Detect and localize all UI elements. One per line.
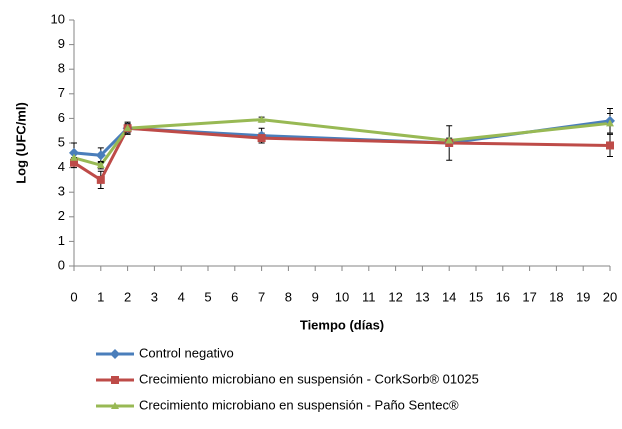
y-tick-label: 7 bbox=[58, 85, 65, 100]
marker bbox=[445, 136, 454, 144]
legend-label: Crecimiento microbiano en suspensión - P… bbox=[139, 397, 459, 412]
y-tick-label: 5 bbox=[58, 134, 65, 149]
marker bbox=[110, 349, 120, 359]
x-tick-label: 3 bbox=[151, 289, 158, 304]
series-line bbox=[73, 118, 611, 167]
marker bbox=[257, 134, 266, 143]
marker bbox=[70, 158, 78, 167]
y-tick-label: 6 bbox=[58, 110, 65, 125]
x-tick-label: 11 bbox=[362, 289, 376, 304]
x-tick-label: 5 bbox=[204, 289, 211, 304]
marker bbox=[95, 150, 106, 161]
y-axis-label: Log (UFC/ml) bbox=[13, 102, 28, 184]
y-tick-label: 4 bbox=[58, 159, 65, 174]
y-tick-label: 1 bbox=[58, 233, 65, 248]
marker bbox=[123, 124, 132, 132]
x-tick-label: 20 bbox=[603, 289, 617, 304]
x-tick-label: 4 bbox=[178, 289, 185, 304]
x-tick-label: 13 bbox=[415, 289, 429, 304]
marker bbox=[606, 119, 614, 127]
legend-label: Crecimiento microbiano en suspensión - C… bbox=[139, 371, 479, 386]
marker bbox=[70, 153, 78, 161]
x-tick-label: 17 bbox=[522, 289, 536, 304]
legend-label: Control negativo bbox=[139, 345, 234, 360]
x-tick-label: 15 bbox=[469, 289, 483, 304]
y-tick-label: 8 bbox=[58, 61, 65, 76]
x-tick-label: 14 bbox=[442, 289, 456, 304]
marker bbox=[69, 147, 79, 158]
y-tick-label: 2 bbox=[58, 208, 65, 223]
marker bbox=[606, 141, 614, 150]
series-line bbox=[73, 126, 611, 183]
y-tick-label: 10 bbox=[51, 11, 65, 26]
marker bbox=[111, 376, 119, 384]
y-tick-label: 9 bbox=[58, 36, 65, 51]
x-tick-label: 0 bbox=[70, 289, 77, 304]
x-tick-label: 7 bbox=[258, 289, 265, 304]
x-tick-label: 12 bbox=[388, 289, 402, 304]
marker bbox=[111, 402, 119, 409]
x-axis-label: Tiempo (días) bbox=[300, 317, 384, 332]
marker bbox=[96, 175, 105, 184]
x-tick-label: 18 bbox=[549, 289, 563, 304]
x-tick-label: 1 bbox=[97, 289, 104, 304]
marker bbox=[257, 115, 266, 123]
marker bbox=[96, 161, 105, 169]
x-tick-label: 9 bbox=[312, 289, 319, 304]
y-tick-label: 3 bbox=[58, 184, 65, 199]
x-tick-label: 8 bbox=[285, 289, 292, 304]
x-tick-label: 19 bbox=[576, 289, 590, 304]
x-tick-label: 16 bbox=[496, 289, 510, 304]
x-tick-label: 6 bbox=[231, 289, 238, 304]
x-tick-label: 2 bbox=[124, 289, 131, 304]
y-tick-label: 0 bbox=[58, 257, 65, 272]
x-tick-label: 10 bbox=[335, 289, 349, 304]
